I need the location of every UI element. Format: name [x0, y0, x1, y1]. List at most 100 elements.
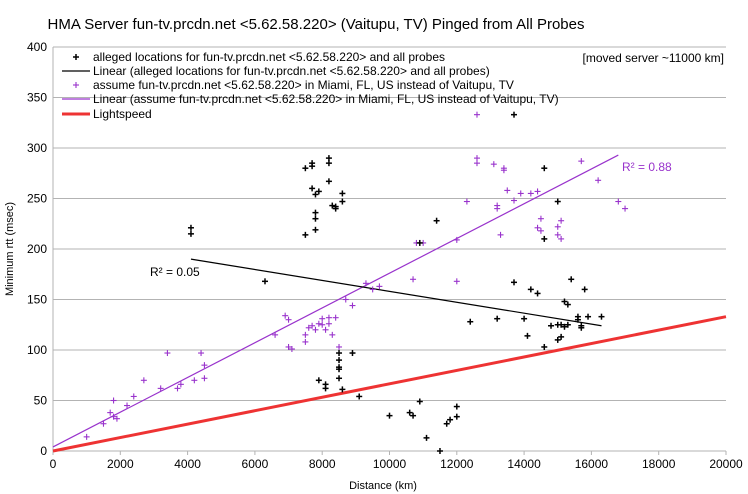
- data-point-alleged: [322, 385, 329, 392]
- data-point-miami: [615, 198, 622, 205]
- data-point-alleged: [309, 185, 316, 192]
- data-point-alleged: [443, 420, 450, 427]
- data-point-alleged: [325, 178, 332, 185]
- data-point-alleged: [574, 316, 581, 323]
- axes: [52, 47, 727, 455]
- data-point-alleged: [302, 165, 309, 172]
- data-point-alleged: [541, 235, 548, 242]
- x-tick-label: 18000: [642, 457, 676, 471]
- data-point-alleged: [447, 416, 454, 423]
- x-tick-label: 14000: [507, 457, 541, 471]
- data-point-alleged: [302, 231, 309, 238]
- data-point-miami: [494, 202, 501, 209]
- data-point-miami: [325, 314, 332, 321]
- data-point-miami: [157, 385, 164, 392]
- data-point-miami: [527, 190, 534, 197]
- data-point-alleged: [521, 315, 528, 322]
- data-point-miami: [83, 433, 90, 440]
- y-tick-label: 50: [34, 394, 48, 408]
- data-point-alleged: [325, 155, 332, 162]
- y-tick-label: 0: [40, 444, 47, 458]
- data-point-alleged: [416, 398, 423, 405]
- x-tick-label: 4000: [174, 457, 201, 471]
- data-point-miami: [113, 415, 120, 422]
- legend-label: Lightspeed: [93, 107, 152, 121]
- y-axis-label: Minimum rtt (msec): [4, 202, 16, 296]
- data-point-miami: [473, 155, 480, 162]
- data-point-alleged: [527, 286, 534, 293]
- data-point-alleged: [564, 301, 571, 308]
- data-point-miami: [325, 320, 332, 327]
- data-point-miami: [473, 111, 480, 118]
- trend-lines: [52, 154, 727, 453]
- r2-label-miami: R² = 0.88: [622, 160, 672, 174]
- data-point-miami: [198, 350, 205, 357]
- data-point-miami: [537, 227, 544, 234]
- data-point-alleged: [187, 224, 194, 231]
- data-point-alleged: [336, 366, 343, 373]
- data-point-alleged: [356, 393, 363, 400]
- legend-marker-alleged: [73, 54, 79, 60]
- data-point-alleged: [312, 215, 319, 222]
- data-point-miami: [349, 302, 356, 309]
- data-point-miami: [110, 397, 117, 404]
- data-point-alleged: [554, 198, 561, 205]
- x-tick-label: 2000: [107, 457, 134, 471]
- data-point-miami: [517, 190, 524, 197]
- x-tick-label: 20000: [709, 457, 743, 471]
- data-point-miami: [130, 393, 137, 400]
- data-point-miami: [473, 160, 480, 167]
- data-point-miami: [302, 331, 309, 338]
- data-point-miami: [554, 231, 561, 238]
- data-point-alleged: [581, 286, 588, 293]
- data-point-miami: [312, 326, 319, 333]
- data-point-alleged: [561, 298, 568, 305]
- lightspeed-line: [52, 315, 727, 453]
- data-point-alleged: [578, 322, 585, 329]
- data-point-miami: [107, 409, 114, 416]
- data-point-alleged: [315, 377, 322, 384]
- data-point-miami: [309, 322, 316, 329]
- data-point-alleged: [534, 290, 541, 297]
- data-point-miami: [315, 320, 322, 327]
- data-point-miami: [362, 280, 369, 287]
- data-point-miami: [201, 362, 208, 369]
- legend: alleged locations for fun-tv.prcdn.net <…: [62, 50, 559, 121]
- data-point-alleged: [548, 322, 555, 329]
- chart-title: HMA Server fun-tv.prcdn.net <5.62.58.220…: [48, 16, 585, 33]
- data-point-miami: [285, 343, 292, 350]
- data-point-miami: [164, 350, 171, 357]
- data-point-miami: [511, 197, 518, 204]
- trendline-alleged: [190, 258, 602, 327]
- data-point-alleged: [558, 333, 565, 340]
- data-point-alleged: [541, 343, 548, 350]
- data-point-miami: [319, 321, 326, 328]
- data-point-miami: [201, 375, 208, 382]
- data-point-alleged: [554, 336, 561, 343]
- data-point-alleged: [332, 203, 339, 210]
- annotation-note: [moved server ~11000 km]: [582, 51, 724, 65]
- data-point-alleged: [467, 318, 474, 325]
- data-point-alleged: [336, 350, 343, 357]
- data-point-miami: [272, 331, 279, 338]
- data-point-alleged: [349, 350, 356, 357]
- x-tick-label: 10000: [373, 457, 407, 471]
- gridlines: [53, 46, 726, 401]
- data-point-miami: [282, 312, 289, 319]
- x-tick-label: 16000: [575, 457, 609, 471]
- x-tick-label: 8000: [309, 457, 336, 471]
- data-point-alleged: [416, 239, 423, 246]
- y-tick-label: 250: [27, 192, 47, 206]
- data-point-miami: [124, 402, 131, 409]
- data-point-alleged: [339, 198, 346, 205]
- data-point-miami: [622, 205, 629, 212]
- data-points: [83, 111, 629, 454]
- data-point-miami: [554, 223, 561, 230]
- data-point-miami: [490, 161, 497, 168]
- data-point-miami: [558, 217, 565, 224]
- x-tick-label: 6000: [242, 457, 269, 471]
- trendline-miami: [52, 154, 619, 448]
- data-point-miami: [595, 177, 602, 184]
